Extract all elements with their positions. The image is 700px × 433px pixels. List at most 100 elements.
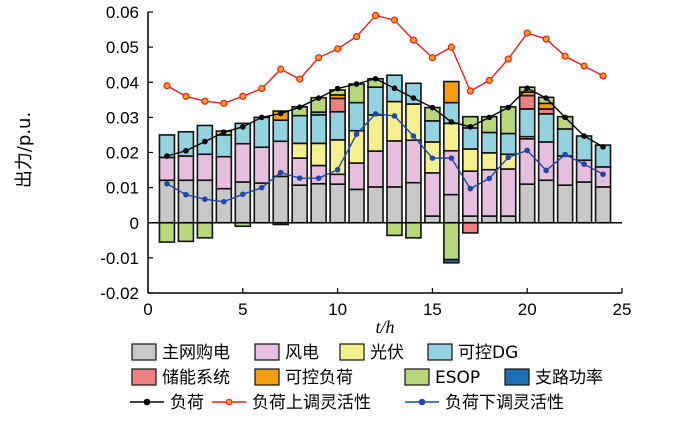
bar-segment [196, 221, 214, 239]
x-tick-label: 25 [613, 300, 632, 319]
bar-segment [424, 215, 441, 224]
bar-segment [443, 221, 460, 261]
x-tick-label: 10 [328, 300, 347, 319]
data-point [240, 191, 246, 198]
data-point [371, 11, 380, 20]
data-point [183, 147, 189, 154]
bar-segment [537, 141, 555, 182]
data-point [163, 82, 171, 90]
bar-segment [177, 221, 195, 243]
legend-swatch [404, 368, 430, 386]
bar-segment [405, 221, 422, 239]
data-point [315, 175, 322, 181]
x-tick-label: 20 [518, 300, 537, 319]
bar-segment [480, 152, 498, 171]
data-point [315, 54, 323, 62]
data-point [372, 75, 379, 82]
legend-label: 可控负荷 [285, 368, 353, 388]
bar-segment [253, 146, 271, 184]
data-point [466, 87, 474, 95]
data-point [524, 147, 530, 154]
data-point [240, 124, 246, 130]
bar-segment [367, 186, 384, 224]
bar-segment [537, 179, 555, 224]
series-line [166, 113, 604, 203]
y-tick-label: -0.02 [100, 284, 139, 303]
data-point [562, 151, 568, 158]
bar-segment [575, 181, 593, 224]
data-point [410, 133, 417, 139]
data-point [296, 104, 303, 110]
bar-segment [348, 101, 365, 132]
bar-segment [480, 131, 498, 154]
bar-segment [462, 215, 479, 224]
y-tick-label: 0.03 [106, 108, 139, 127]
data-point [183, 191, 189, 198]
legend-swatch [504, 368, 530, 386]
bar-segment [518, 108, 536, 138]
data-point [447, 43, 455, 51]
bar-segment [291, 142, 308, 159]
data-point [352, 32, 361, 41]
data-point [220, 99, 228, 107]
bar-segment [329, 173, 346, 185]
data-point [372, 111, 379, 117]
data-point [390, 16, 399, 24]
bar-segment [556, 155, 574, 186]
y-tick-label: 0.02 [106, 144, 139, 163]
legend-swatch [131, 368, 157, 386]
legend-label: 负荷下调灵活性 [445, 393, 564, 413]
bar-segment [348, 188, 365, 224]
bar-segment [272, 119, 290, 143]
data-point [486, 114, 493, 121]
bar-segment [367, 86, 384, 116]
x-axis-label: t/h [375, 317, 394, 337]
data-point [505, 154, 512, 161]
bar-segment [177, 155, 195, 182]
bar-segment [215, 134, 233, 158]
data-point [581, 161, 587, 167]
bar-segment [424, 172, 441, 217]
data-point [600, 144, 606, 150]
data-point [258, 84, 266, 93]
data-point [164, 153, 170, 159]
data-point [296, 75, 304, 83]
bar-segment [405, 181, 422, 224]
series-line [166, 77, 604, 157]
bar-segment [424, 120, 441, 143]
legend-label: 光伏 [370, 343, 404, 363]
data-point [505, 104, 512, 111]
data-point [182, 92, 190, 100]
bar-segment [215, 155, 233, 190]
bar-segment [310, 164, 327, 185]
data-point [523, 29, 531, 37]
bar-segment [443, 193, 460, 224]
legend-label: 支路功率 [535, 368, 603, 388]
bar-segment [291, 157, 308, 186]
legend-marker [418, 398, 426, 406]
legend-marker [143, 398, 151, 406]
bar-segment [310, 182, 327, 224]
bar-segment [196, 153, 214, 182]
data-point [353, 131, 360, 138]
legend-swatch [339, 343, 365, 361]
bar-segment [518, 94, 536, 110]
data-point [202, 196, 208, 203]
bar-segment [234, 142, 252, 183]
x-tick-label: 0 [143, 300, 152, 319]
y-tick-label: 0.06 [106, 3, 139, 22]
bar-segment [499, 168, 517, 217]
y-axis-label: 出力/p.u. [14, 112, 35, 188]
x-tick-label: 5 [238, 300, 247, 319]
data-point [542, 35, 550, 43]
data-point [391, 85, 398, 92]
data-point [258, 114, 265, 121]
data-point [164, 180, 170, 187]
legend-marker [225, 398, 233, 406]
bar-segment [329, 183, 346, 224]
data-point [581, 133, 587, 139]
legend-label: 可控DG [458, 343, 518, 363]
bar-segment [594, 186, 612, 224]
data-point [391, 113, 398, 119]
legend-label: 储能系统 [162, 368, 230, 388]
